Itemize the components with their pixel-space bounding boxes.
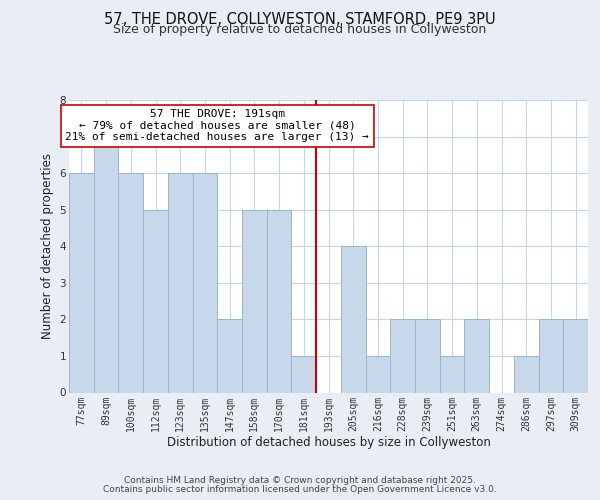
Bar — [267, 210, 292, 392]
Bar — [193, 173, 217, 392]
Bar — [415, 320, 440, 392]
Bar — [143, 210, 168, 392]
Y-axis label: Number of detached properties: Number of detached properties — [41, 153, 54, 340]
Text: Size of property relative to detached houses in Collyweston: Size of property relative to detached ho… — [113, 24, 487, 36]
Text: Contains public sector information licensed under the Open Government Licence v3: Contains public sector information licen… — [103, 485, 497, 494]
Bar — [390, 320, 415, 392]
Bar — [217, 320, 242, 392]
Bar — [539, 320, 563, 392]
Bar — [292, 356, 316, 393]
Text: 57 THE DROVE: 191sqm
← 79% of detached houses are smaller (48)
21% of semi-detac: 57 THE DROVE: 191sqm ← 79% of detached h… — [65, 109, 369, 142]
Text: Contains HM Land Registry data © Crown copyright and database right 2025.: Contains HM Land Registry data © Crown c… — [124, 476, 476, 485]
Bar — [242, 210, 267, 392]
Bar — [563, 320, 588, 392]
Bar — [464, 320, 489, 392]
Bar — [440, 356, 464, 393]
Bar — [168, 173, 193, 392]
Text: 57, THE DROVE, COLLYWESTON, STAMFORD, PE9 3PU: 57, THE DROVE, COLLYWESTON, STAMFORD, PE… — [104, 12, 496, 28]
Bar — [118, 173, 143, 392]
Bar — [365, 356, 390, 393]
Bar — [69, 173, 94, 392]
Bar — [514, 356, 539, 393]
Bar — [94, 136, 118, 392]
Bar — [341, 246, 365, 392]
X-axis label: Distribution of detached houses by size in Collyweston: Distribution of detached houses by size … — [167, 436, 490, 449]
